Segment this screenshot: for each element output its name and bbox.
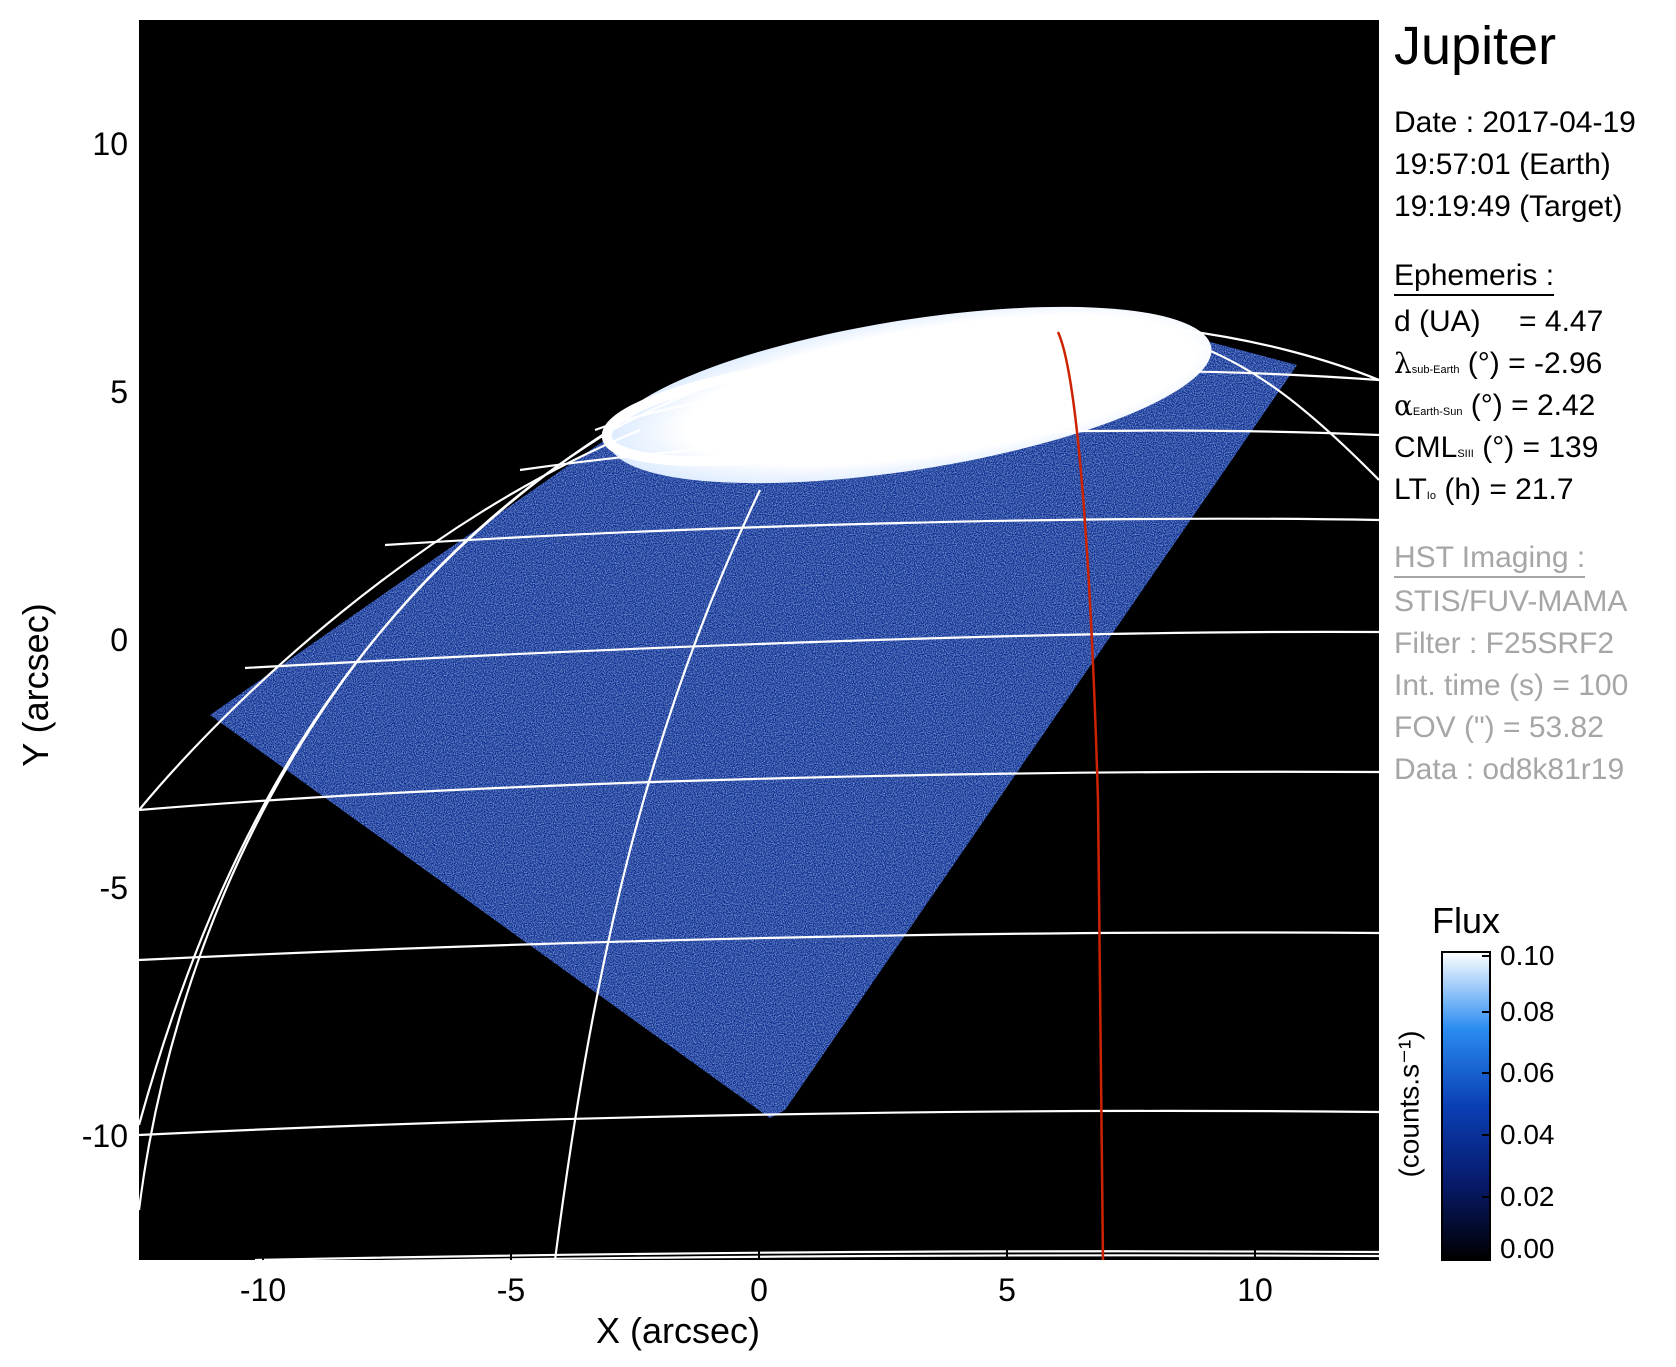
hst-filter: Filter : F25SRF2 — [1394, 627, 1615, 660]
auroral-arc — [601, 353, 999, 467]
distance-label: d (UA) — [1394, 305, 1481, 338]
hst-instrument: STIS/FUV-MAMA — [1394, 585, 1628, 618]
date-line: Date : 2017-04-19 — [1394, 106, 1636, 139]
earth-time: 19:57:01 (Earth) — [1394, 148, 1611, 181]
planetographic-grid — [139, 321, 1379, 1260]
colorbar-tick-label: 0.08 — [1500, 996, 1555, 1027]
latitude-line — [244, 630, 1379, 670]
alpha-symbol: α — [1394, 389, 1413, 422]
hst-data-id: Data : od8k81r19 — [1394, 753, 1625, 786]
latitude-line — [139, 1109, 1379, 1137]
x-axis-label: X (arcsec) — [595, 1310, 761, 1351]
longitude-line — [553, 489, 761, 1260]
x-tick-label: 0 — [750, 1272, 768, 1308]
phase-value: (°) = 2.42 — [1470, 389, 1596, 422]
longitude-line — [1174, 336, 1379, 481]
latitude-line — [254, 1250, 1379, 1260]
distance-row: d (UA) = 4.47 — [1394, 302, 1603, 342]
x-tick-label: 10 — [1237, 1272, 1273, 1308]
observed-field-texture — [210, 338, 1297, 1118]
alpha-subscript: Earth-Sun — [1412, 406, 1463, 418]
x-tick-label: 5 — [998, 1272, 1016, 1308]
target-title: Jupiter — [1394, 16, 1557, 76]
colorbar-tick-label: 0.00 — [1500, 1233, 1555, 1264]
colorbar-gradient — [1441, 951, 1491, 1261]
latitude-row: λsub-Earth (°) = -2.96 — [1394, 344, 1602, 390]
y-tick-label: -10 — [81, 1118, 128, 1154]
highlighted-meridian — [1056, 331, 1105, 1260]
latitude-line — [594, 369, 1379, 432]
y-tick-label: 5 — [110, 374, 128, 410]
auroral-emission — [608, 306, 1212, 484]
lt-label: LT — [1394, 473, 1427, 506]
colorbar-tick-label: 0.10 — [1500, 940, 1555, 971]
cml-row: CMLSIII (°) = 139 — [1394, 428, 1598, 474]
hst-heading: HST Imaging : — [1394, 538, 1586, 578]
y-tick-label: 10 — [92, 126, 128, 162]
target-time: 19:19:49 (Target) — [1394, 190, 1623, 223]
lambda-symbol: λ — [1394, 347, 1412, 380]
cml-value: (°) = 139 — [1482, 431, 1599, 464]
lt-row: LTIo (h) = 21.7 — [1394, 470, 1574, 516]
colorbar-title: Flux — [1432, 900, 1501, 941]
ephemeris-heading: Ephemeris : — [1394, 256, 1555, 296]
hst-int-time: Int. time (s) = 100 — [1394, 669, 1629, 702]
axis-ticks — [262, 1250, 1256, 1260]
colorbar-ticks — [1482, 955, 1490, 1256]
lt-value: (h) = 21.7 — [1444, 473, 1574, 506]
latitude-line — [379, 1254, 1379, 1260]
y-axis-label: Y (arcsec) — [15, 603, 56, 767]
lambda-subscript: sub-Earth — [1411, 364, 1460, 376]
distance-value: = 4.47 — [1519, 305, 1604, 338]
colorbar-tick-label: 0.06 — [1500, 1057, 1555, 1088]
lt-subscript: Io — [1426, 490, 1436, 502]
limb-curve — [139, 321, 1379, 1211]
image-content — [139, 306, 1379, 1260]
longitude-line — [139, 429, 611, 1126]
x-tick-label: -5 — [496, 1272, 526, 1308]
y-tick-label: 0 — [110, 622, 128, 658]
x-tick-label: -10 — [239, 1272, 287, 1308]
cml-label: CML — [1394, 431, 1458, 464]
latitude-line — [139, 931, 1379, 962]
colorbar-unit: (counts.s⁻¹) — [1393, 1030, 1425, 1178]
hst-fov: FOV (") = 53.82 — [1394, 711, 1604, 744]
y-tick-label: -5 — [99, 870, 128, 906]
latitude-value: (°) = -2.96 — [1467, 347, 1603, 380]
latitude-line — [384, 517, 1379, 547]
latitude-line — [519, 429, 1379, 472]
colorbar-tick-label: 0.02 — [1500, 1181, 1555, 1212]
phase-row: αEarth-Sun (°) = 2.42 — [1394, 386, 1595, 432]
latitude-line — [139, 770, 1379, 812]
cml-subscript: SIII — [1457, 448, 1474, 460]
colorbar-tick-label: 0.04 — [1500, 1119, 1555, 1150]
